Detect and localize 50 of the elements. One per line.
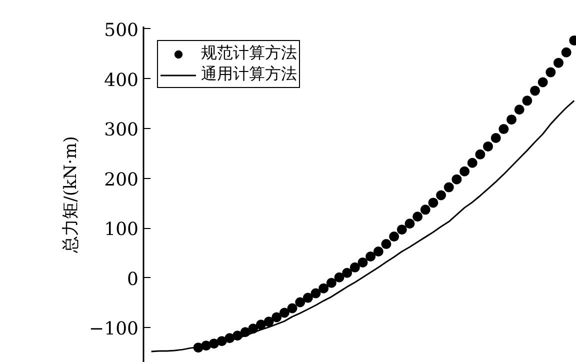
point [553, 58, 564, 68]
point [467, 158, 478, 168]
legend-label: 通用计算方法 [201, 64, 297, 85]
point [561, 47, 572, 58]
y-tick-label: 500 [104, 20, 139, 41]
point [546, 67, 556, 78]
y-tick-label: 200 [104, 169, 139, 190]
point [475, 149, 486, 160]
y-tick-label: 100 [104, 219, 139, 240]
y-tick-label: 300 [104, 120, 139, 141]
point [436, 190, 446, 200]
point [326, 278, 336, 288]
point [342, 268, 352, 278]
point [444, 182, 454, 192]
point [272, 312, 282, 322]
point [514, 104, 524, 115]
point [350, 262, 360, 272]
point [373, 246, 384, 256]
point [295, 297, 306, 308]
point [358, 257, 368, 268]
point [396, 224, 407, 235]
y-tick-label: 400 [104, 70, 139, 91]
point [381, 239, 392, 250]
point [366, 251, 376, 262]
y-axis-title: 总力矩/(kN·m) [61, 136, 82, 254]
point [264, 316, 274, 327]
point [334, 272, 344, 282]
point [522, 96, 532, 106]
point [483, 141, 494, 152]
point [498, 124, 509, 134]
point [302, 292, 313, 303]
y-tick-label: −100 [89, 318, 139, 340]
point [404, 218, 415, 229]
point [530, 86, 540, 96]
point [460, 166, 470, 176]
line-series [150, 100, 575, 352]
point [452, 174, 462, 184]
y-tick-label: 0 [127, 268, 138, 290]
point [389, 232, 400, 242]
point [506, 114, 517, 125]
point [310, 288, 321, 298]
point [420, 204, 430, 215]
point [490, 133, 501, 143]
point [538, 77, 548, 88]
point [287, 303, 298, 314]
point [412, 212, 423, 222]
point [279, 308, 290, 318]
legend-label: 规范计算方法 [201, 43, 297, 64]
point [428, 198, 438, 208]
point [318, 283, 329, 294]
